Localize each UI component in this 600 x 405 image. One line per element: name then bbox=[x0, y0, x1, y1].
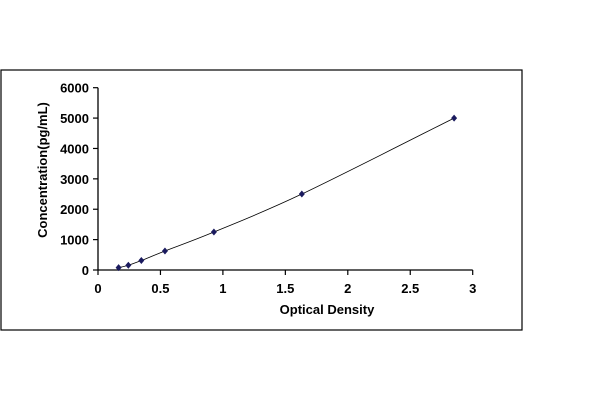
data-point bbox=[138, 257, 145, 265]
y-tick-label: 5000 bbox=[60, 111, 89, 126]
y-tick-label: 0 bbox=[82, 263, 89, 278]
data-point bbox=[210, 228, 217, 236]
x-tick-label: 0.5 bbox=[151, 281, 169, 296]
x-tick-label: 2.5 bbox=[401, 281, 419, 296]
data-point bbox=[161, 247, 168, 255]
y-tick-label: 3000 bbox=[60, 172, 89, 187]
y-tick-label: 1000 bbox=[60, 233, 89, 248]
x-tick-label: 0 bbox=[94, 281, 101, 296]
data-point bbox=[115, 264, 122, 272]
y-tick-label: 6000 bbox=[60, 81, 89, 96]
y-axis-label: Concentration(pg/mL) bbox=[35, 102, 50, 238]
data-point bbox=[451, 114, 458, 122]
x-tick-label: 1 bbox=[219, 281, 226, 296]
data-point bbox=[125, 261, 132, 269]
y-tick-label: 2000 bbox=[60, 202, 89, 217]
x-axis-label: Optical Density bbox=[280, 302, 375, 317]
x-tick-label: 1.5 bbox=[276, 281, 294, 296]
x-tick-label: 2 bbox=[344, 281, 351, 296]
y-tick-label: 4000 bbox=[60, 141, 89, 156]
x-tick-label: 3 bbox=[469, 281, 476, 296]
chart-frame bbox=[0, 69, 523, 331]
data-point bbox=[298, 190, 305, 198]
